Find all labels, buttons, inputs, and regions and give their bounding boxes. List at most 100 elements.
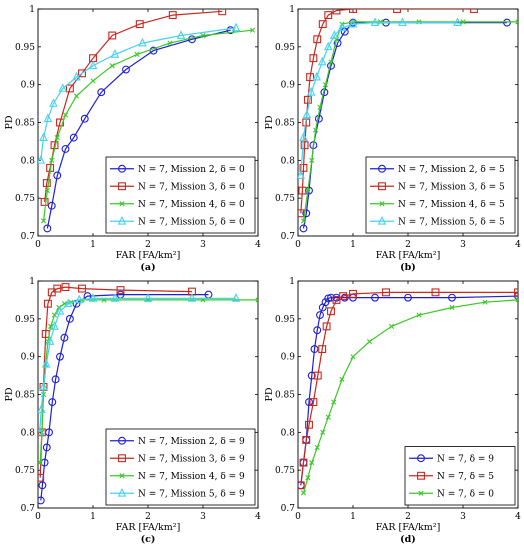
series-2-point [53,284,62,293]
y-tick-label: 0.7 [281,232,296,242]
series-4-point [323,41,333,51]
series-3-point [51,312,58,318]
x-tick-label: 0 [35,512,41,522]
x-tick-label: 4 [255,512,261,522]
legend-entry-2: N = 7, δ = 5 [437,472,494,482]
x-tick-label: 2 [145,240,151,250]
x-tick-label: 0 [295,240,301,250]
series-line-2 [300,291,518,486]
y-tick-label: 0.7 [281,504,296,514]
x-tick-label: 4 [515,512,521,522]
series-2-point [470,9,478,13]
y-tick-label: 1 [29,5,35,15]
series-1-point [61,145,70,153]
series-3-point [309,157,315,163]
y-tick-label: 0.85 [15,119,35,129]
series-line-4 [300,22,458,176]
series-4-point [302,109,312,119]
series-3-point [313,127,319,133]
y-tick-label: 0.8 [281,428,296,438]
series-4-point [231,293,241,302]
series-2-point [56,118,64,127]
series-3-point [366,338,373,345]
legend-entry-2: N = 7, Mission 3, δ = 9 [138,454,245,464]
series-2-point [43,299,52,308]
series-2-point [393,9,401,13]
series-2-point [332,9,341,15]
series-1-point [65,314,74,323]
series-2-point [324,11,333,20]
series-1-point [404,293,412,302]
series-4-point [88,293,98,302]
series-2-point [349,289,357,298]
series-1-point [307,371,316,380]
series-2-point [78,69,86,78]
legend-entry-1: N = 7, Mission 2, δ = 5 [398,165,505,175]
y-tick-label: 0.9 [281,353,296,363]
series-3-point [482,299,488,305]
legend-marker-3 [119,201,125,207]
series-4-point [110,49,120,58]
x-tick-label: 1 [90,240,96,250]
series-3-point [320,429,326,435]
series-2-point [327,307,335,316]
series-1-point [149,46,158,55]
series-3-point [331,399,337,405]
series-2-point [218,9,227,16]
y-tick-label: 0.8 [21,428,36,438]
y-tick-label: 0.75 [275,194,295,204]
series-line-4 [40,27,237,161]
series-1-point [122,65,130,74]
y-tick-label: 0.7 [21,232,36,242]
series-line-2 [44,10,223,202]
series-3-point [300,490,307,496]
y-tick-label: 1 [29,277,35,287]
y-tick-label: 0.7 [21,504,36,514]
series-4-point [337,22,347,32]
series-2-point [431,288,440,297]
legend-box [365,156,516,234]
series-4-point [306,87,316,96]
series-1-point [316,311,324,319]
y-axis-label: PD [264,387,275,401]
x-tick-label: 2 [145,512,151,522]
series-2-point [514,288,518,297]
legend-marker-1 [118,436,126,445]
series-4-point [299,132,308,141]
series-2-point [313,35,322,44]
series-group [298,288,518,496]
x-tick-label: 3 [200,240,206,250]
series-2-point [300,141,309,150]
series-3-point [460,19,466,25]
series-4-point [74,294,84,304]
x-tick-label: 3 [200,512,206,522]
series-1-point [43,224,52,233]
legend-entry-4: N = 7, Mission 5, δ = 0 [138,217,245,227]
series-1-point [42,443,51,452]
series-4-point [63,298,73,308]
series-4-point [49,98,58,107]
series-3-point [73,93,80,99]
y-tick-label: 0.85 [275,119,295,129]
series-group [38,9,256,233]
panel-label: (b) [400,262,416,273]
series-3-point [200,32,206,39]
series-3-point [377,19,384,25]
x-tick-label: 4 [255,240,261,250]
legend-entry-3: N = 7, Mission 4, δ = 5 [398,200,505,210]
panel-label: (d) [400,534,416,545]
series-4-point [38,427,44,436]
series-3-point [314,444,320,451]
legend-entry-3: N = 7, Mission 4, δ = 0 [138,200,245,210]
series-4-point [330,30,339,39]
legend-marker-1 [378,164,386,173]
series-3-point [40,218,47,224]
legend-marker-2 [417,471,425,480]
series-3-point [62,112,69,118]
series-3-point [328,59,334,65]
legend: N = 7, Mission 2, δ = 0 N = 7, Mission 3,… [105,156,256,234]
series-2-point [38,473,45,482]
legend-box [105,428,256,506]
series-4-point [398,17,407,26]
